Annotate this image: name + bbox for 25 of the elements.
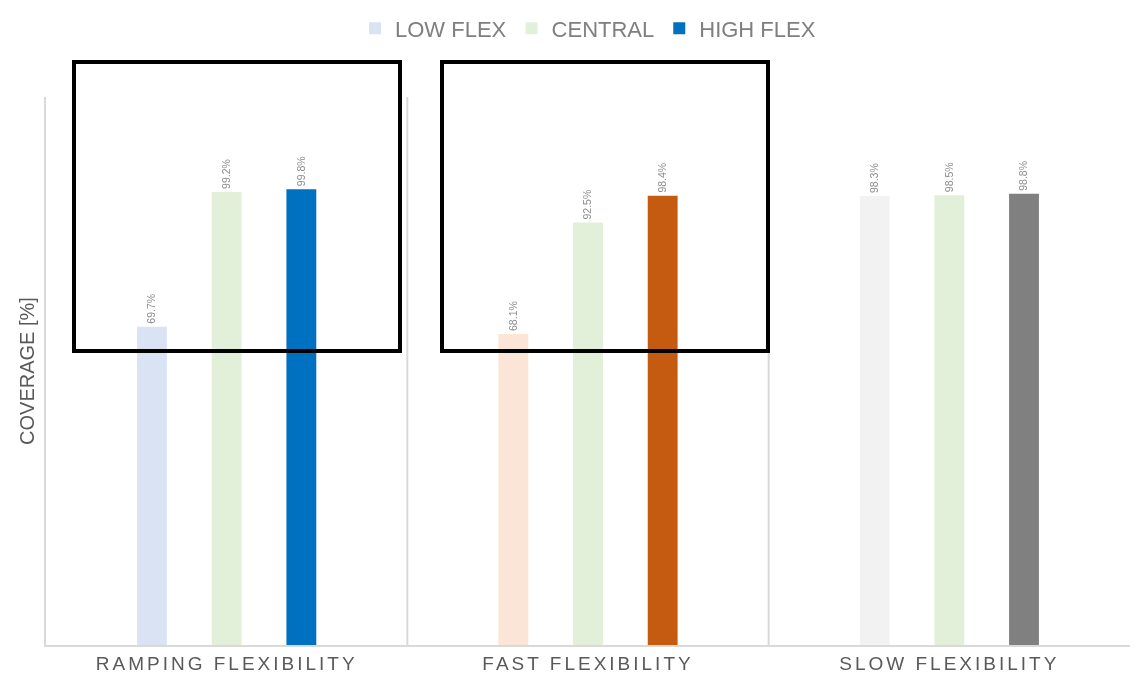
data-label: 99.2% [220,159,233,189]
bar [211,191,242,645]
data-label: 98.4% [656,162,669,193]
bar [859,196,890,645]
x-tick-label: RAMPING FLEXIBILITY [95,652,358,674]
data-label: 69.7% [145,293,158,324]
legend-label: CENTRAL [551,16,655,42]
y-axis-title: COVERAGE [%] [16,297,38,445]
data-label: 92.5% [581,189,594,220]
bar [1009,193,1039,645]
data-label: 68.1% [506,301,519,331]
bar [286,189,317,645]
legend-label: LOW FLEX [395,16,507,42]
legend-label: HIGH FLEX [699,16,816,42]
x-tick-label: FAST FLEXIBILITY [482,652,694,674]
data-label: 98.8% [1017,160,1030,191]
bar [498,334,529,645]
data-label: 99.8% [294,156,307,187]
bar [934,195,965,645]
data-label: 98.5% [942,162,955,193]
bar [137,326,167,645]
bar [647,195,678,645]
x-tick-label: SLOW FLEXIBILITY [839,652,1060,674]
bar [573,222,603,645]
data-label: 98.3% [868,163,881,194]
